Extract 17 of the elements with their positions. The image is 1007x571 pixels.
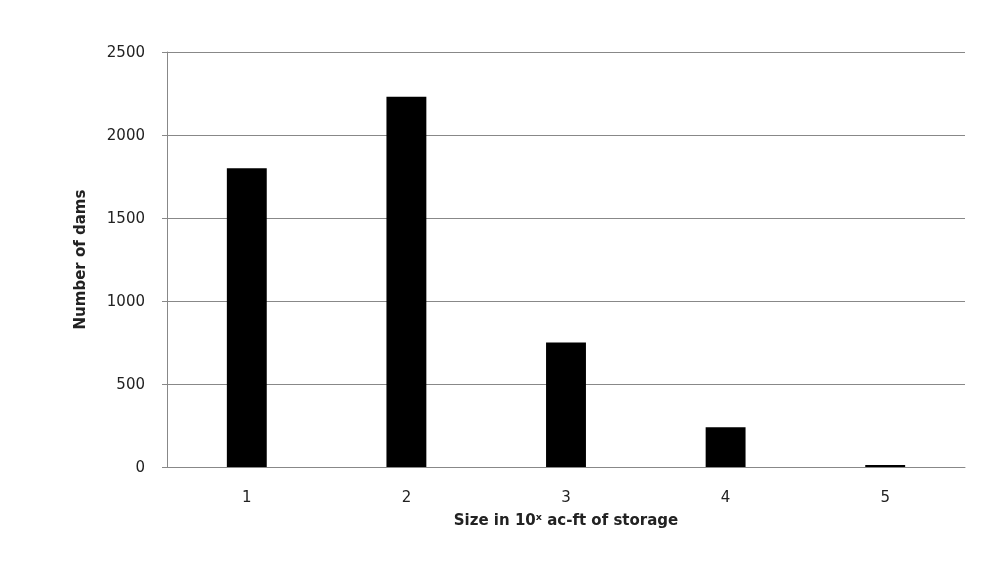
x-tick-label: 4 [720, 487, 731, 506]
x-axis-title: Size in 10ˣ ac-ft of storage [453, 510, 679, 529]
x-tick-label: 2 [401, 487, 412, 506]
x-tick-label: 3 [561, 487, 571, 506]
bar [705, 427, 746, 467]
x-tick-label: 5 [880, 487, 890, 506]
bar [386, 96, 427, 467]
bar [546, 342, 586, 467]
y-tick-label: 0 [135, 458, 145, 476]
y-tick-label: 2000 [106, 126, 145, 144]
bar [226, 168, 267, 467]
y-tick-label: 2500 [106, 43, 145, 61]
y-tick-label: 1500 [106, 209, 145, 227]
y-tick-label: 1000 [106, 292, 145, 310]
y-axis-title: Number of dams [70, 189, 89, 330]
x-tick-label: 1 [242, 487, 252, 506]
y-tick-label: 500 [116, 375, 145, 393]
